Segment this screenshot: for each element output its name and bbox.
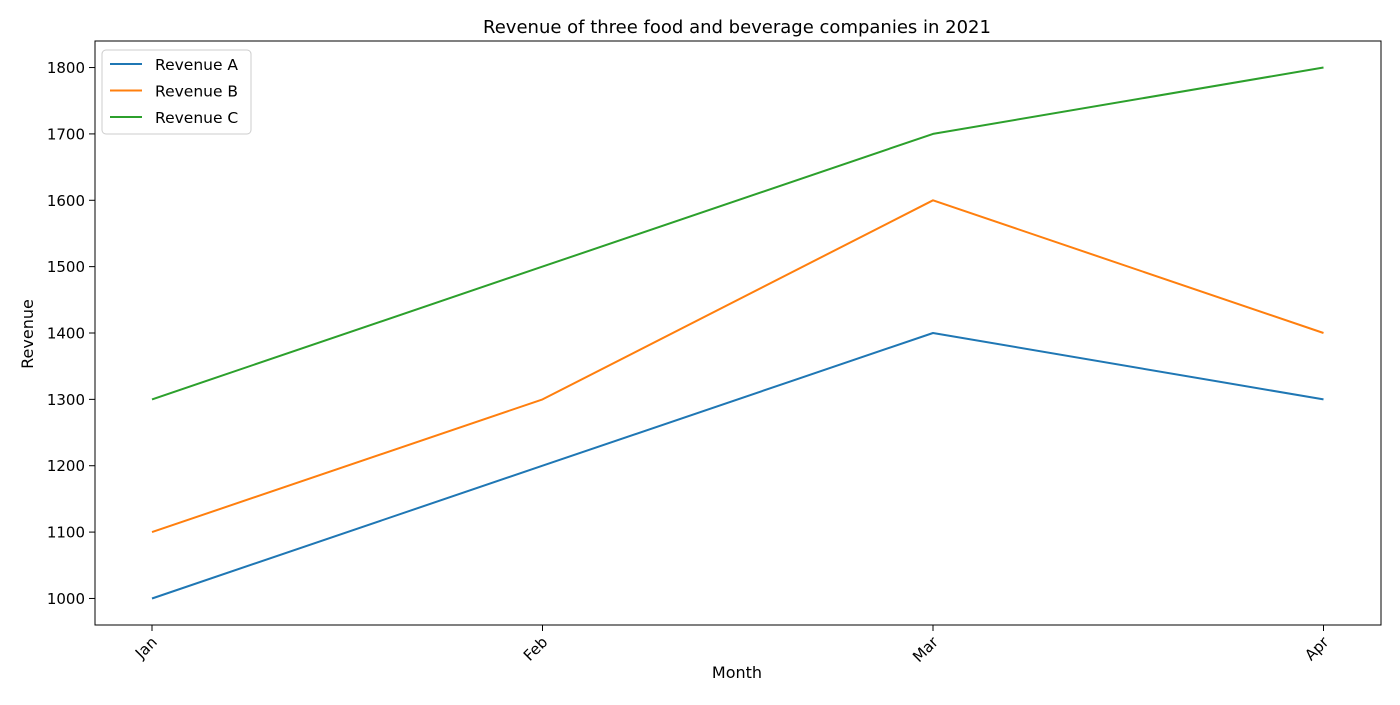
x-tick-label: Apr [1301,633,1333,665]
y-tick-label: 1800 [47,59,85,77]
series-line-revenue-a [151,332,1324,600]
y-tick-label: 1600 [47,192,85,210]
series-line-revenue-b [151,199,1324,534]
series-line-revenue-c [151,66,1324,401]
x-axis-label: Month [712,663,762,682]
legend-label: Revenue A [155,56,238,74]
x-tick-label: Jan [131,633,161,663]
x-tick-label: Feb [520,633,552,665]
y-tick-label: 1100 [47,524,85,542]
chart-title: Revenue of three food and beverage compa… [483,17,991,38]
legend-box [101,49,252,135]
y-axis-label: Revenue [18,299,37,369]
x-tick-label: Mar [909,633,942,666]
plot-frame [94,40,1382,626]
y-tick-label: 1700 [47,125,85,143]
legend-label: Revenue C [155,109,238,127]
legend-label: Revenue B [155,83,238,101]
y-tick-label: 1000 [47,590,85,608]
y-tick-label: 1400 [47,325,85,343]
legend: Revenue A Revenue B Revenue C [101,49,252,135]
y-tick-label: 1500 [47,258,85,276]
plot-area: 1000 1100 1200 1300 1400 1500 1600 1700 1800 Jan F… [47,40,1382,666]
y-tick-label: 1300 [47,391,85,409]
y-tick-label: 1200 [47,457,85,475]
